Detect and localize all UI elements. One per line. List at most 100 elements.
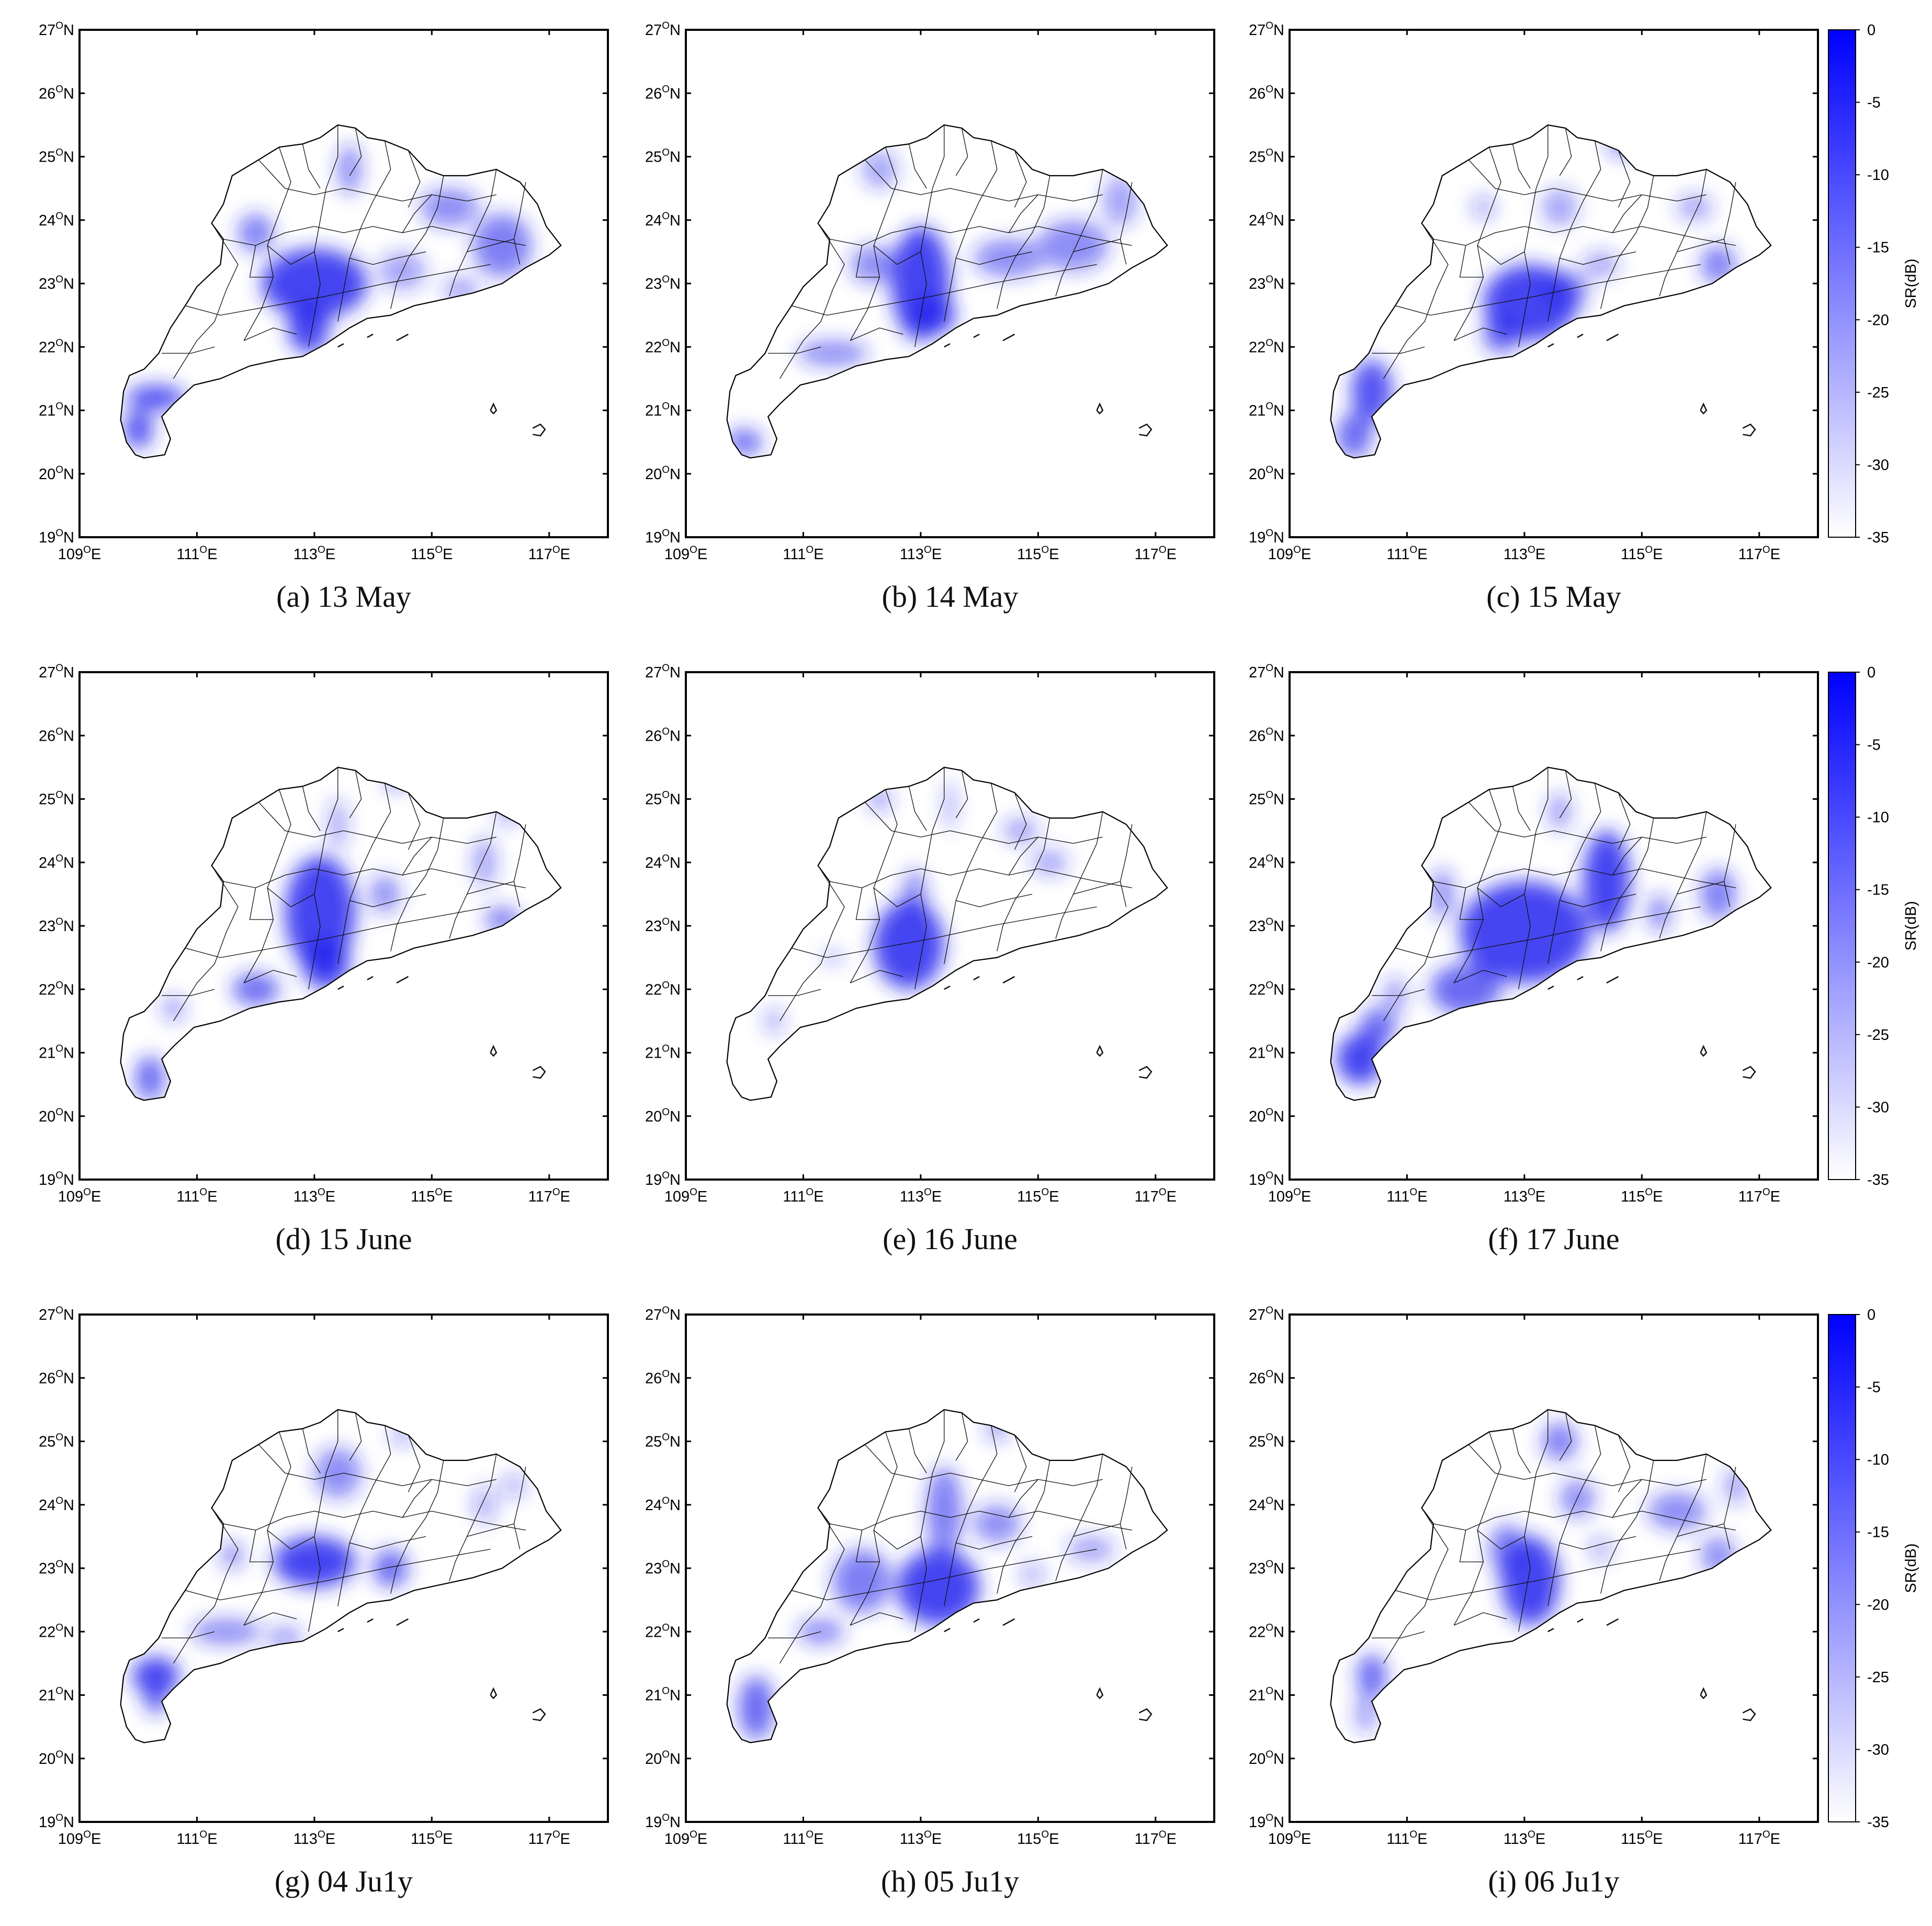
county-boundary <box>997 175 1050 309</box>
colorbar-tick-label: -25 <box>1867 1027 1889 1044</box>
lon-tick-label: 113OE <box>1504 1187 1545 1205</box>
county-boundary <box>223 226 526 246</box>
lat-tick-label: 27ON <box>1249 663 1284 681</box>
county-boundary <box>850 789 898 983</box>
lon-tick-label: 109OE <box>664 1187 708 1205</box>
lat-tick-label: 25ON <box>39 790 74 808</box>
island-outline <box>490 1687 498 1700</box>
island-outline <box>532 1708 546 1721</box>
lat-tick-label: 25ON <box>645 790 681 808</box>
lat-tick-label: 19ON <box>1249 528 1284 546</box>
lat-tick-label: 19ON <box>645 528 681 546</box>
sr-region-blob <box>867 786 891 812</box>
island-outline <box>1742 423 1756 437</box>
county-boundary <box>390 175 444 309</box>
lon-tick-label: 115OE <box>1017 1187 1059 1205</box>
county-boundary <box>349 1536 426 1550</box>
county-boundary <box>1453 327 1507 341</box>
island-outline <box>532 1066 546 1079</box>
county-boundary <box>956 1536 1033 1550</box>
sr-region-blob <box>1607 131 1642 157</box>
colorbar-tick-label: -30 <box>1867 457 1889 473</box>
lat-tick-label: 24ON <box>39 211 74 229</box>
county-boundary <box>956 251 1033 265</box>
county-boundary <box>1383 223 1449 379</box>
lon-tick-label: 111OE <box>176 545 217 563</box>
lat-tick-label: 27ON <box>645 20 681 39</box>
lon-tick-label: 109OE <box>1268 1187 1312 1205</box>
county-boundary <box>1468 1444 1707 1487</box>
county-boundary <box>185 906 491 958</box>
lat-tick-label: 19ON <box>39 528 74 546</box>
county-boundary <box>1723 182 1736 265</box>
county-boundary <box>185 1548 491 1601</box>
county-boundary <box>955 770 968 819</box>
sr-region-blob <box>1560 1479 1595 1517</box>
lat-tick-label: 27ON <box>1249 20 1284 39</box>
lat-tick-label: 26ON <box>39 726 74 744</box>
sr-region-blob <box>1067 1536 1115 1562</box>
sr-region-blob <box>1003 818 1038 844</box>
island-outline <box>337 1628 344 1633</box>
sr-region-blob <box>874 900 944 990</box>
colorbar-tick-label: -5 <box>1867 1379 1881 1396</box>
sr-region-blob <box>850 245 897 284</box>
sr-region-blob <box>1542 188 1577 226</box>
sr-region-blob <box>1020 1561 1044 1588</box>
sr-region-blob <box>973 1504 1021 1543</box>
county-boundary <box>1433 868 1736 888</box>
sr-region-blob <box>1583 831 1630 933</box>
county-boundary <box>1014 150 1027 208</box>
county-boundary <box>1600 818 1654 951</box>
county-boundary <box>449 169 497 297</box>
map-frame <box>1289 29 1819 538</box>
lat-tick-label: 24ON <box>645 1496 681 1514</box>
county-boundary <box>1395 264 1701 316</box>
county-boundary <box>1618 792 1631 850</box>
sr-region-blob <box>909 296 956 334</box>
province-outline <box>1330 766 1772 1101</box>
island-outline <box>367 1618 374 1623</box>
lon-tick-label: 113OE <box>900 1187 942 1205</box>
sr-region-blob <box>1430 868 1454 920</box>
sr-region-blob <box>1542 1422 1577 1460</box>
lat-tick-label: 23ON <box>645 1559 681 1577</box>
county-boundary <box>1120 824 1133 907</box>
lon-tick-label: 115OE <box>1621 1829 1663 1848</box>
lat-tick-label: 26ON <box>645 1368 681 1387</box>
county-boundary <box>449 811 497 939</box>
lon-tick-label: 111OE <box>1386 1187 1427 1205</box>
county-boundary <box>267 1530 315 1550</box>
colorbar-gradient <box>1828 672 1856 1180</box>
lat-tick-label: 25ON <box>645 148 681 166</box>
province-outline <box>726 124 1168 459</box>
county-boundary <box>302 786 321 831</box>
county-boundary <box>1559 128 1572 176</box>
county-boundary <box>1014 792 1027 850</box>
county-boundary <box>997 1460 1050 1594</box>
sr-region-blob <box>1677 195 1712 220</box>
county-boundary <box>1559 770 1572 819</box>
colorbar-label: SR(dB) <box>1903 1543 1919 1593</box>
county-boundary <box>1372 989 1425 996</box>
county-boundary <box>1372 346 1425 354</box>
county-boundary <box>1547 783 1601 964</box>
sr-region-blob <box>897 1549 980 1626</box>
lat-tick-label: 26ON <box>39 84 74 102</box>
lat-tick-label: 20ON <box>1249 464 1284 483</box>
colorbar-tick-label: -15 <box>1867 882 1889 899</box>
county-boundary <box>1459 1530 1484 1562</box>
sr-region-blob <box>472 837 496 888</box>
lat-tick-label: 24ON <box>1249 211 1284 229</box>
county-boundary <box>1014 1435 1027 1492</box>
lat-tick-label: 21ON <box>39 401 74 420</box>
county-boundary <box>1477 887 1525 908</box>
county-boundary <box>997 818 1050 951</box>
panel-caption: (d) 15 June <box>275 1222 412 1256</box>
lon-tick-label: 115OE <box>411 545 453 563</box>
lat-tick-label: 25ON <box>1249 148 1284 166</box>
lat-tick-label: 24ON <box>1249 1496 1284 1514</box>
county-boundary <box>914 124 945 347</box>
island-outline <box>973 333 980 338</box>
island-outline <box>1700 1045 1708 1057</box>
